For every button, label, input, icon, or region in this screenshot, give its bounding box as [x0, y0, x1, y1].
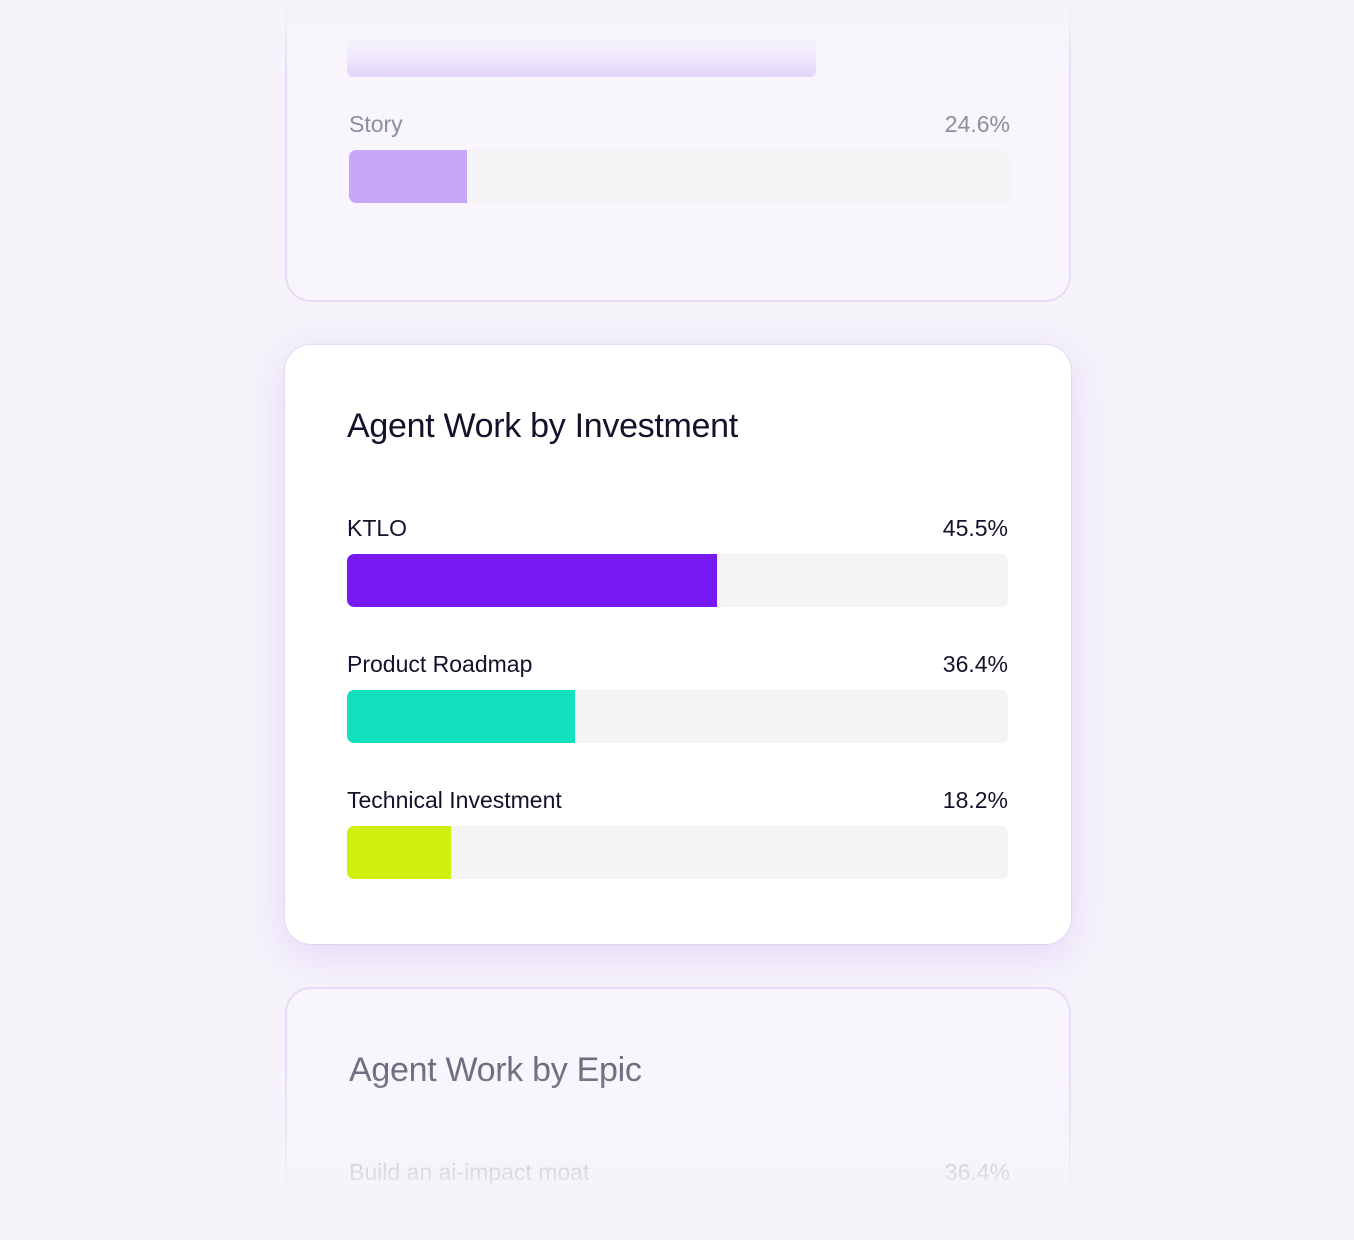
bar-track: [347, 554, 1008, 607]
bar-row-epic: Build an ai-impact moat 36.4%: [349, 1157, 1010, 1187]
bar-label: KTLO: [347, 515, 408, 541]
bar-row-header: KTLO 45.5%: [347, 513, 1008, 543]
bar-track: [347, 826, 1008, 879]
bar-row-header: Story 24.6%: [349, 109, 1010, 139]
investment-card: Agent Work by Investment KTLO 45.5% Prod…: [285, 345, 1071, 944]
bar-label: Product Roadmap: [347, 651, 533, 677]
bar-fill: [347, 826, 452, 879]
bar-fill-remnant: [347, 38, 816, 77]
bar-row-technical-investment: Technical Investment 18.2%: [347, 785, 1008, 879]
bar-row-header: Technical Investment 18.2%: [347, 785, 1008, 815]
bar-row-story: Story 24.6%: [349, 109, 1010, 203]
bar-fill: [347, 690, 576, 743]
bar-track: [349, 150, 1010, 203]
bar-label: Technical Investment: [347, 787, 562, 813]
bar-track: [347, 690, 1008, 743]
bar-value: 24.6%: [944, 111, 1010, 137]
bar-row-header: Build an ai-impact moat 36.4%: [349, 1157, 1010, 1187]
bar-value: 36.4%: [942, 651, 1008, 677]
bar-row-ktlo: KTLO 45.5%: [347, 513, 1008, 607]
bar-row-header: Product Roadmap 36.4%: [347, 649, 1008, 679]
card-title: Agent Work by Epic: [349, 1051, 642, 1089]
bar-label: Build an ai-impact moat: [349, 1159, 590, 1185]
bar-fill: [349, 150, 467, 203]
bar-row-product-roadmap: Product Roadmap 36.4%: [347, 649, 1008, 743]
bar-value: 45.5%: [942, 515, 1008, 541]
bar-value: 18.2%: [942, 787, 1008, 813]
bar-label: Story: [349, 111, 403, 137]
bar-fill: [347, 554, 718, 607]
epic-card: Agent Work by Epic Build an ai-impact mo…: [285, 987, 1071, 1240]
bar-value: 36.4%: [944, 1159, 1010, 1185]
card-title: Agent Work by Investment: [347, 407, 738, 445]
